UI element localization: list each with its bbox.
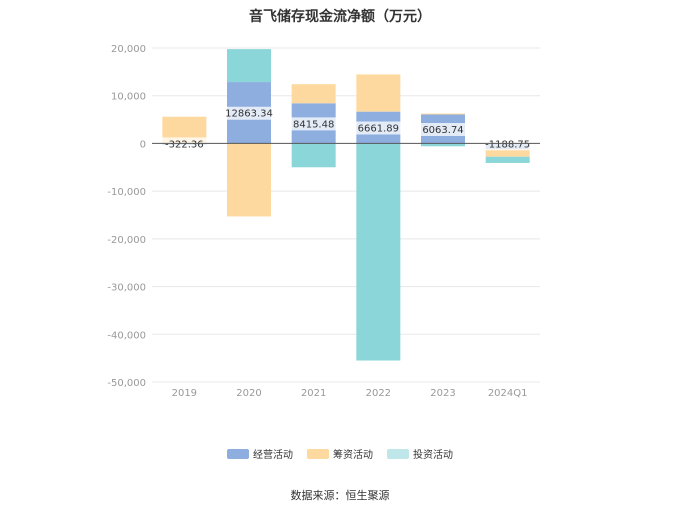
data-label: 6063.74 <box>418 122 468 136</box>
x-tick-label: 2023 <box>430 388 455 399</box>
data-label-bg <box>221 106 277 120</box>
bar-investing <box>485 156 530 163</box>
legend-label-financing: 筹资活动 <box>333 450 373 461</box>
y-tick-label: -50,000 <box>107 378 146 389</box>
bar-financing <box>421 113 465 115</box>
data-label-bg <box>288 117 339 131</box>
data-source: 数据来源：恒生聚源 <box>290 489 390 502</box>
y-tick-label: -10,000 <box>107 187 146 198</box>
grid-layer <box>152 47 540 383</box>
bar-financing <box>485 149 530 157</box>
y-tick-label: 0 <box>140 139 146 150</box>
legend-swatch-financing <box>307 448 329 459</box>
x-tick-label: 2024Q1 <box>488 388 528 399</box>
legend-item-financing[interactable]: 筹资活动 <box>307 446 373 461</box>
data-label-bg <box>353 121 404 135</box>
bar-financing <box>356 74 401 112</box>
data-label-text: -322.36 <box>165 139 204 150</box>
y-tick-label: 10,000 <box>111 92 146 103</box>
bar-investing <box>356 143 401 361</box>
y-tick-label: -40,000 <box>107 330 146 341</box>
legend-swatch-operating <box>227 448 249 459</box>
bar-financing <box>227 143 271 217</box>
legend-item-investing[interactable]: 投资活动 <box>387 446 453 461</box>
data-label-bg <box>418 122 468 136</box>
legend: 经营活动 筹资活动 投资活动 <box>0 446 680 461</box>
data-label: 8415.48 <box>288 117 339 131</box>
x-tick-label: 2020 <box>236 388 261 399</box>
x-tick-label: 2021 <box>301 388 326 399</box>
y-tick-label: -20,000 <box>107 235 146 246</box>
legend-swatch-investing <box>387 448 409 459</box>
data-label-text: 6661.89 <box>358 124 399 135</box>
y-tick-label: 20,000 <box>111 44 146 55</box>
data-label-text: -1188.75 <box>485 139 530 150</box>
chart-title: 音飞储存现金流净额（万元） <box>249 9 431 25</box>
axis-layer: 20,000 10,000 0 -10,000 -20,000 -30,000 -40,00… <box>107 44 540 399</box>
data-label-text: 8415.48 <box>293 119 334 130</box>
bar-financing <box>291 84 336 104</box>
legend-item-operating[interactable]: 经营活动 <box>227 446 293 461</box>
bar-investing <box>291 143 336 168</box>
data-label: 12863.34 <box>221 106 277 120</box>
legend-label-operating: 经营活动 <box>253 450 293 461</box>
y-tick-label: -30,000 <box>107 283 146 294</box>
data-label-text: 12863.34 <box>225 109 273 120</box>
data-label-text: 6063.74 <box>422 125 463 136</box>
bar-investing <box>227 49 271 83</box>
x-tick-label: 2022 <box>366 388 391 399</box>
legend-label-investing: 投资活动 <box>413 450 453 461</box>
bar-investing <box>421 143 465 147</box>
x-tick-label: 2019 <box>172 388 197 399</box>
data-label: 6661.89 <box>353 121 404 135</box>
